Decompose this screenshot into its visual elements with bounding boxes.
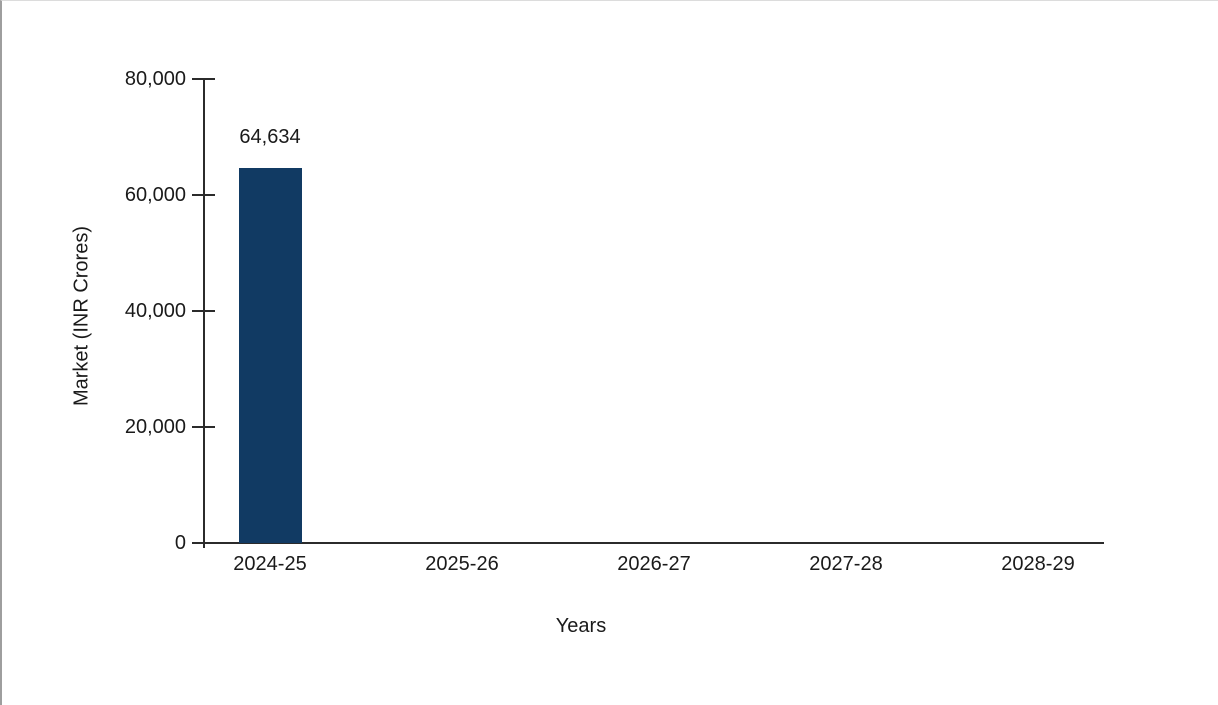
y-tick-label: 80,000 xyxy=(124,68,186,90)
x-category-label: 2025-26 xyxy=(425,553,499,575)
y-tick-mark xyxy=(192,310,215,312)
bar xyxy=(238,168,302,543)
x-axis-title: Years xyxy=(555,615,607,637)
y-tick-label: 20,000 xyxy=(124,416,186,438)
bar-value-label: 64,634 xyxy=(239,126,301,148)
y-tick-label: 0 xyxy=(174,532,186,554)
x-category-label: 2028-29 xyxy=(1001,553,1075,575)
y-tick-mark xyxy=(192,194,215,196)
x-axis-line xyxy=(192,542,1104,544)
y-tick-mark xyxy=(192,542,215,544)
y-axis-line xyxy=(203,79,205,548)
x-category-label: 2026-27 xyxy=(617,553,691,575)
y-axis-title: Market (INR Crores) xyxy=(70,225,93,407)
y-tick-mark xyxy=(192,426,215,428)
y-tick-label: 40,000 xyxy=(124,300,186,322)
y-tick-mark xyxy=(192,78,215,80)
y-tick-label: 60,000 xyxy=(124,184,186,206)
x-category-label: 2027-28 xyxy=(809,553,883,575)
x-category-label: 2024-25 xyxy=(233,553,307,575)
